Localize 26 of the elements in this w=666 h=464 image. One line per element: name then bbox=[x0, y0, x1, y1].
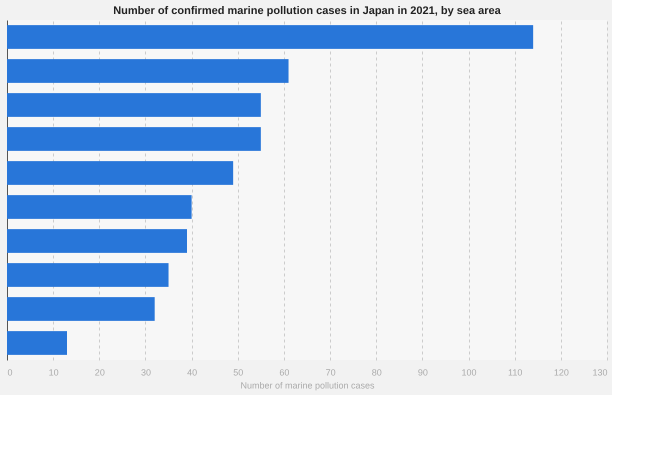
x-tick-label: 10 bbox=[48, 368, 59, 378]
x-axis-title: Number of marine pollution cases bbox=[240, 380, 376, 390]
x-tick-label: 30 bbox=[140, 368, 151, 378]
bar bbox=[7, 297, 155, 321]
bar bbox=[7, 263, 169, 287]
x-tick-label: 40 bbox=[187, 368, 198, 378]
bar bbox=[7, 25, 534, 49]
x-tick-label: 130 bbox=[592, 368, 608, 378]
x-tick-label: 20 bbox=[94, 368, 105, 378]
x-tick-label: 60 bbox=[279, 368, 290, 378]
x-tick-label: 50 bbox=[233, 368, 244, 378]
chart-title: Number of confirmed marine pollution cases in Japan in 2021, by sea area bbox=[113, 5, 502, 17]
bar bbox=[7, 127, 261, 151]
bar bbox=[7, 195, 192, 219]
x-tick-label: 100 bbox=[462, 368, 477, 378]
bar bbox=[7, 161, 234, 185]
bar bbox=[7, 229, 187, 253]
x-tick-label: 90 bbox=[418, 368, 428, 378]
bar bbox=[7, 331, 67, 355]
x-tick-label: 70 bbox=[326, 368, 336, 378]
x-tick-label: 120 bbox=[554, 368, 569, 378]
bar bbox=[7, 59, 289, 83]
x-tick-label: 0 bbox=[8, 368, 13, 378]
x-tick-label: 80 bbox=[372, 368, 382, 378]
bar bbox=[7, 93, 261, 117]
x-tick-label: 110 bbox=[508, 368, 522, 378]
